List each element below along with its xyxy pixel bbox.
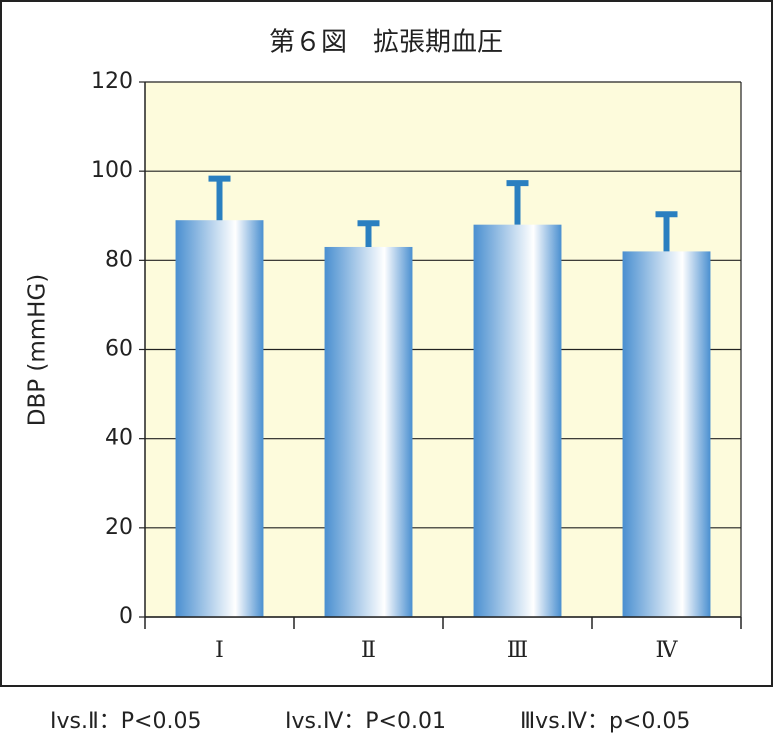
error-bar <box>357 220 380 247</box>
annotation: Ⅰvs.Ⅱ：P<0.05 <box>50 709 201 734</box>
x-tick-label: Ⅲ <box>507 638 528 663</box>
y-tick-label: 100 <box>91 158 133 183</box>
y-tick-label: 60 <box>105 337 133 362</box>
y-tick-label: 40 <box>105 426 133 451</box>
y-tick-label: 0 <box>119 604 133 629</box>
annotation: Ⅲvs.Ⅳ：p<0.05 <box>520 709 690 734</box>
error-bar <box>506 180 529 225</box>
chart-title: 第６図 拡張期血圧 <box>269 28 503 58</box>
bar <box>473 224 562 617</box>
bar <box>622 251 711 617</box>
error-bar <box>655 211 678 252</box>
annotation: Ⅰvs.Ⅳ：P<0.01 <box>285 709 446 734</box>
error-bar <box>208 175 231 221</box>
x-tick-label: Ⅱ <box>361 638 376 663</box>
bar <box>175 220 264 618</box>
y-tick-label: 120 <box>91 69 133 94</box>
y-tick-label: 20 <box>105 515 133 540</box>
y-tick-label: 80 <box>105 247 133 272</box>
x-tick-label: Ⅰ <box>215 638 224 663</box>
y-axis-label: DBP (mmHG) <box>25 274 51 427</box>
x-tick-label: Ⅳ <box>656 638 679 663</box>
bar <box>324 246 413 618</box>
